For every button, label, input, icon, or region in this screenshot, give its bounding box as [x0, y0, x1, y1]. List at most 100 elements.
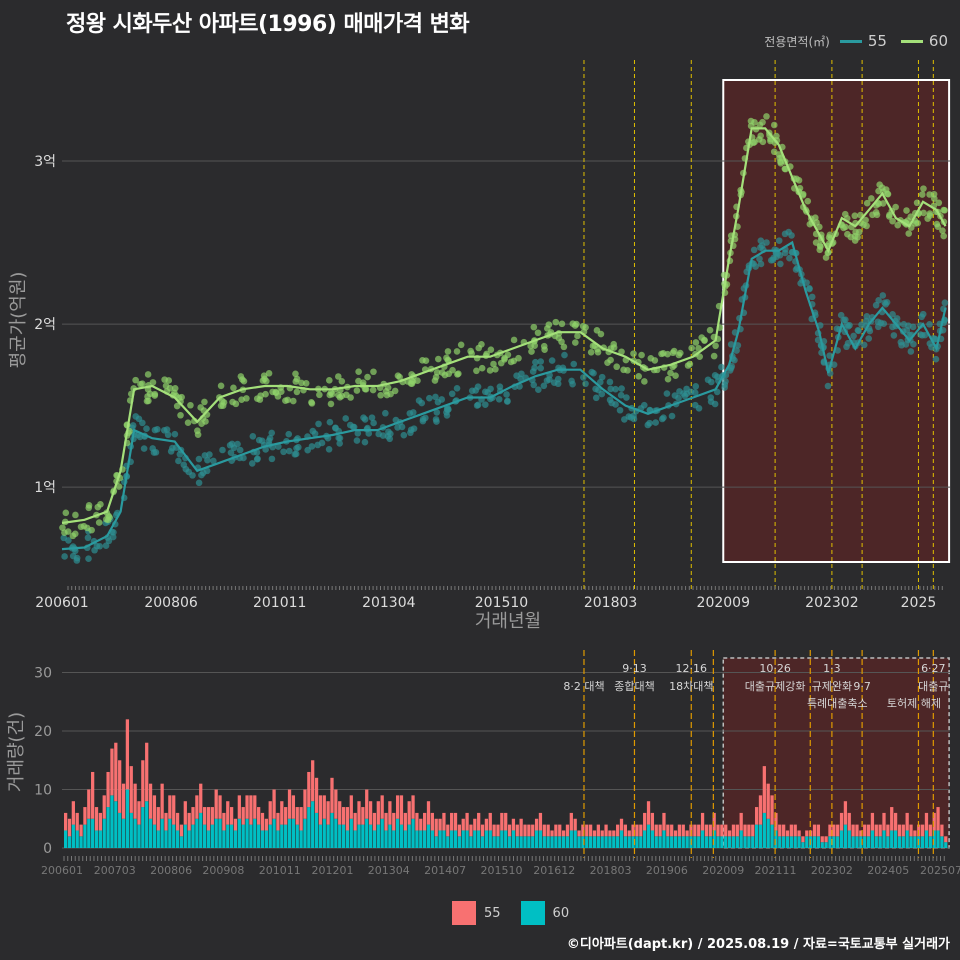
bar-55: [747, 824, 751, 837]
scatter-point-55: [860, 341, 868, 349]
scatter-point-55: [850, 332, 857, 340]
scatter-point-55: [495, 395, 503, 403]
bar-55: [836, 824, 840, 837]
scatter-point-55: [398, 423, 406, 431]
bar-60: [604, 836, 608, 848]
scatter-point-55: [540, 382, 548, 390]
scatter-point-60: [672, 372, 679, 380]
bar-60: [905, 830, 909, 848]
scatter-point-60: [370, 368, 377, 376]
scatter-point-55: [102, 542, 110, 550]
scatter-point-55: [606, 378, 614, 386]
scatter-point-55: [721, 384, 728, 391]
policy-annotation: 대출규제강화: [745, 680, 806, 693]
scatter-point-55: [763, 239, 770, 246]
bar-60: [83, 824, 87, 848]
scatter-point-55: [504, 397, 511, 405]
bar-55: [461, 818, 465, 831]
bar-60: [195, 818, 199, 848]
bar-60: [523, 836, 527, 848]
bar-60: [581, 836, 585, 848]
scatter-point-55: [941, 299, 949, 307]
y-tick-label: 3억: [34, 154, 56, 170]
scatter-point-55: [422, 414, 429, 422]
scatter-point-55: [353, 437, 361, 444]
scatter-point-60: [137, 380, 144, 388]
scatter-point-60: [647, 355, 655, 362]
bar-55: [357, 801, 361, 825]
scatter-point-60: [574, 332, 581, 340]
bar-60: [226, 824, 230, 848]
scatter-point-60: [664, 375, 672, 383]
bar-55: [202, 807, 207, 825]
bar-55: [349, 795, 353, 819]
scatter-point-55: [663, 390, 671, 397]
scatter-point-60: [930, 195, 938, 202]
bar-60: [392, 830, 396, 848]
bar-60: [426, 824, 431, 848]
bar-60: [187, 830, 191, 848]
bar-55: [909, 824, 913, 837]
bar-55: [492, 824, 496, 837]
bar-60: [716, 836, 720, 848]
scatter-point-60: [676, 349, 684, 357]
bar-55: [693, 824, 697, 837]
bar-55: [770, 795, 774, 825]
scatter-point-55: [707, 378, 715, 386]
policy-annotation: 1·3: [823, 662, 841, 675]
bar-55: [133, 783, 137, 819]
bar-60: [98, 830, 103, 848]
scatter-point-55: [756, 255, 763, 263]
scatter-point-55: [808, 293, 816, 301]
scatter-point-60: [914, 219, 922, 227]
bar-55: [438, 818, 442, 831]
bar-55: [114, 742, 118, 802]
bar-60: [735, 836, 739, 848]
bar-60: [473, 830, 477, 848]
bar-60: [504, 830, 508, 848]
x-tick-label: 201011: [253, 595, 306, 611]
scatter-point-55: [361, 416, 369, 423]
bar-55: [565, 824, 570, 837]
scatter-point-55: [210, 457, 217, 465]
scatter-point-55: [568, 377, 575, 385]
scatter-point-55: [195, 455, 203, 463]
scatter-point-60: [894, 221, 902, 229]
scatter-point-55: [132, 413, 140, 420]
bar-60: [64, 830, 68, 848]
bar-60: [268, 824, 272, 848]
scatter-point-55: [775, 237, 783, 244]
bar-55: [801, 836, 805, 843]
scatter-point-55: [453, 385, 461, 392]
legend-bottom: 55 60: [452, 901, 569, 925]
scatter-point-55: [612, 401, 619, 408]
scatter-point-55: [382, 409, 389, 417]
scatter-point-60: [863, 222, 870, 230]
bar-60: [183, 824, 187, 848]
bar-60: [229, 824, 234, 848]
scatter-point-60: [534, 329, 542, 337]
scatter-point-55: [236, 446, 244, 454]
bar-60: [747, 836, 751, 848]
bar-60: [913, 836, 917, 848]
policy-annotation: 6·27: [921, 662, 946, 675]
y-tick-label-bottom: 10: [34, 783, 52, 799]
scatter-point-55: [268, 455, 276, 463]
scatter-point-55: [727, 341, 735, 348]
bar-60: [816, 836, 821, 848]
scatter-point-55: [434, 398, 442, 406]
scatter-point-55: [646, 419, 653, 427]
policy-annotation: 9·7: [853, 680, 871, 693]
scatter-point-60: [816, 223, 823, 231]
scatter-point-55: [368, 414, 376, 421]
scatter-point-60: [473, 367, 480, 375]
bar-55: [411, 795, 415, 819]
scatter-point-55: [837, 311, 845, 319]
policy-annotation: 12·16: [676, 662, 708, 675]
scatter-point-60: [292, 370, 299, 378]
bar-55: [172, 795, 176, 825]
bar-55: [685, 830, 689, 837]
scatter-point-55: [280, 448, 287, 456]
bar-60: [260, 830, 265, 848]
scatter-point-55: [496, 383, 504, 390]
